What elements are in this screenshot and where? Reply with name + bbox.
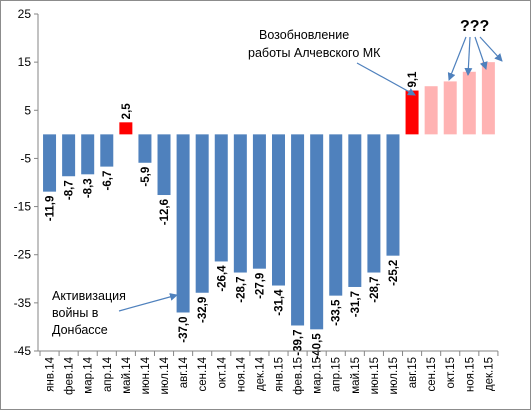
bar-мар.15 [310, 134, 324, 330]
war-annotation-line-2: войны в [52, 306, 99, 320]
bar-сен.14 [195, 134, 209, 293]
forecast-arrow-4 [479, 36, 503, 62]
x-tick-label: мар.14 [83, 356, 95, 393]
x-tick-label: июл.15 [388, 357, 400, 395]
x-tick-label: авг.15 [407, 357, 419, 388]
value-label: -33,5 [331, 299, 343, 326]
bar-июн.15 [367, 134, 381, 273]
x-tick-label: ноя.15 [464, 357, 476, 392]
y-tick-label: -45 [14, 344, 32, 358]
bar-авг.15 [405, 90, 419, 135]
forecast-arrow-1 [447, 36, 467, 81]
x-tick-label: май.14 [121, 356, 133, 393]
restart-annotation: Возобновление работы Алчевского МК [248, 28, 416, 96]
x-tick-label: янв.14 [45, 356, 57, 391]
x-tick-label: апр.14 [102, 356, 114, 392]
value-label: -8,7 [64, 180, 76, 200]
value-label: -5,9 [140, 167, 152, 187]
restart-arrow [356, 62, 416, 96]
value-label: 2,5 [121, 103, 133, 120]
x-tick-label: янв.15 [274, 357, 286, 392]
war-annotation-line-1: Активизация [52, 289, 126, 303]
war-arrow [118, 293, 178, 312]
bar-июл.15 [386, 134, 400, 256]
y-tick-label: 5 [24, 103, 31, 117]
forecast-annotation: ??? [447, 18, 503, 81]
x-tick-label: авг.14 [178, 356, 190, 388]
y-axis: 25 15 5 -5 -15 -25 -35 -45 [14, 7, 39, 358]
value-label: -37,0 [178, 316, 190, 342]
y-tick-label: -15 [14, 200, 32, 214]
bar-ноя.15 [462, 71, 476, 135]
bar-окт.15 [443, 81, 457, 135]
bar-сен.15 [424, 86, 438, 135]
x-tick-label: июл.14 [159, 356, 171, 394]
y-tick-label: 25 [18, 7, 32, 21]
value-label: 9,1 [407, 71, 419, 88]
forecast-question-marks: ??? [460, 18, 489, 35]
war-annotation-line-3: Донбассе [52, 323, 108, 337]
bar-июн.14 [138, 134, 152, 163]
bars-group [43, 62, 495, 330]
value-label: -40,5 [312, 333, 324, 360]
forecast-arrow-2 [464, 36, 473, 76]
value-label: -32,9 [197, 297, 209, 323]
bar-фев.15 [291, 134, 305, 326]
bar-дек.15 [481, 62, 495, 135]
x-axis: янв.14 фев.14 мар.14 апр.14 май.14 июн.14 июл.… [38, 350, 499, 395]
value-label: -31,4 [274, 289, 286, 316]
value-label: -31,7 [350, 291, 362, 317]
x-tick-label: окт.15 [445, 357, 457, 389]
bar-окт.14 [214, 134, 228, 262]
x-tick-label: мар.15 [312, 357, 324, 394]
value-label: -27,9 [254, 273, 266, 299]
bar-апр.15 [329, 134, 343, 296]
x-tick-label: дек.14 [254, 356, 266, 391]
bar-май.15 [348, 134, 362, 287]
value-label: -25,2 [388, 260, 400, 286]
value-label: -8,3 [83, 178, 95, 198]
value-label: -39,7 [293, 329, 305, 355]
value-label: -28,7 [235, 277, 247, 303]
y-tick-label: -25 [14, 248, 32, 262]
bar-мар.14 [81, 134, 95, 175]
bar-дек.14 [252, 134, 266, 269]
restart-annotation-line-1: Возобновление [259, 28, 349, 42]
x-tick-label: май.15 [350, 357, 362, 394]
x-tick-label: апр.15 [331, 357, 343, 392]
x-tick-label: июн.15 [369, 357, 381, 394]
bar-янв.15 [272, 134, 285, 286]
bar-май.14 [119, 122, 133, 135]
forecast-arrow-3 [474, 36, 488, 70]
y-tick-label: -35 [14, 296, 32, 310]
bar-фев.14 [62, 134, 76, 177]
value-label: -28,7 [369, 277, 381, 303]
bar-апр.14 [100, 134, 114, 167]
value-label: -6,7 [102, 171, 114, 191]
bar-авг.14 [176, 134, 190, 313]
x-tick-label: окт.14 [216, 356, 228, 388]
x-tick-label: сен.14 [197, 356, 209, 391]
value-label: -12,6 [159, 199, 171, 225]
war-annotation: Активизация войны в Донбассе [52, 289, 178, 337]
y-tick-label: -5 [20, 151, 31, 165]
bar-янв.14 [43, 134, 57, 192]
x-tick-label: фев.15 [293, 357, 305, 395]
value-labels-group: -11,9-8,7 -8,3 -6,72,5-5,9-12,6-37,0-32,9-… [45, 71, 420, 360]
x-tick-label: фев.14 [64, 356, 76, 395]
value-label: -11,9 [45, 196, 57, 222]
bar-ноя.14 [233, 134, 247, 273]
x-tick-label: сен.15 [426, 357, 438, 391]
x-tick-label: ноя.14 [235, 356, 247, 392]
restart-annotation-line-2: работы Алчевского МК [248, 46, 381, 60]
value-label: -26,4 [216, 265, 228, 292]
bar-июл.14 [157, 134, 171, 196]
y-tick-label: 15 [18, 55, 32, 69]
x-tick-label: дек.15 [483, 357, 495, 391]
x-tick-label: июн.14 [140, 356, 152, 394]
